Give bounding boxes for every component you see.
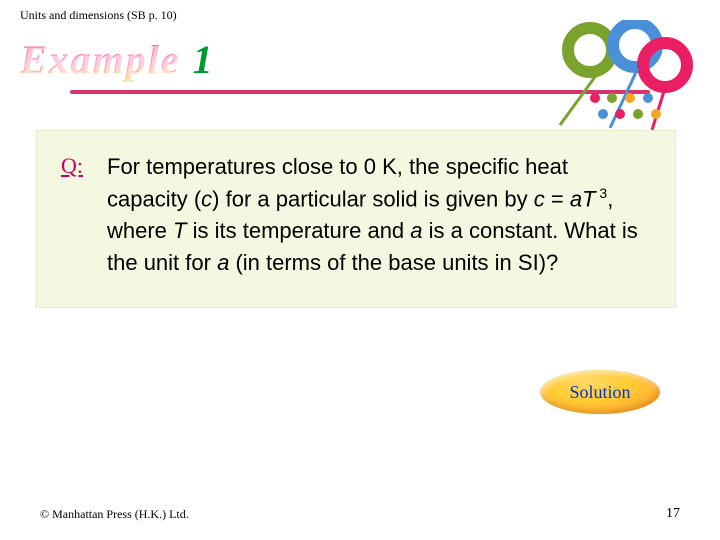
title-number: 1 (193, 37, 215, 82)
question-box: Q: For temperatures close to 0 K, the sp… (36, 130, 676, 308)
solution-button[interactable]: Solution (540, 370, 660, 414)
title-word: Example (20, 37, 181, 82)
solution-label: Solution (569, 382, 630, 403)
slide-title: Example 1 (20, 36, 215, 83)
page-number: 17 (666, 506, 680, 522)
header-reference: Units and dimensions (SB p. 10) (20, 8, 177, 23)
decorative-rings-icon (540, 20, 700, 140)
copyright-text: © Manhattan Press (H.K.) Ltd. (40, 507, 189, 522)
question-text: For temperatures close to 0 K, the speci… (107, 151, 651, 279)
question-label: Q: (61, 151, 107, 279)
